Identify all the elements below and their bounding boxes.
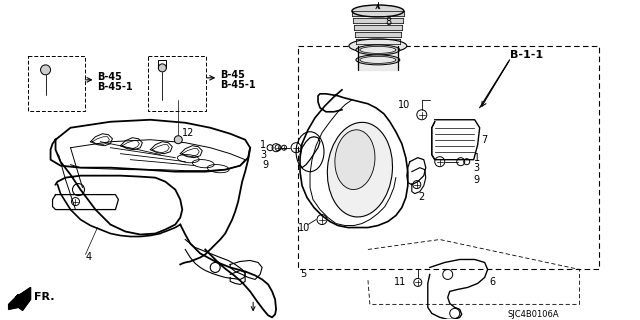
Text: 11: 11 <box>394 277 406 287</box>
Ellipse shape <box>352 5 404 17</box>
Text: 3: 3 <box>260 150 266 160</box>
Ellipse shape <box>356 45 400 55</box>
Text: 1: 1 <box>260 140 266 150</box>
Text: 3: 3 <box>474 163 480 173</box>
Circle shape <box>40 65 51 75</box>
Text: 12: 12 <box>182 128 195 138</box>
Polygon shape <box>8 287 31 310</box>
Ellipse shape <box>356 55 400 65</box>
Ellipse shape <box>360 56 396 63</box>
Circle shape <box>158 64 166 72</box>
Text: SJC4B0106A: SJC4B0106A <box>508 310 559 319</box>
Text: 10: 10 <box>298 222 310 233</box>
Ellipse shape <box>349 39 407 53</box>
Text: 4: 4 <box>85 252 92 262</box>
Text: 9: 9 <box>262 160 268 170</box>
Text: 1: 1 <box>474 153 480 163</box>
Text: 6: 6 <box>490 277 496 287</box>
Ellipse shape <box>327 122 392 217</box>
Ellipse shape <box>335 130 375 189</box>
Text: B-45: B-45 <box>97 72 122 82</box>
Text: B-45: B-45 <box>220 70 245 80</box>
Text: 9: 9 <box>474 175 480 185</box>
Text: 5: 5 <box>300 269 307 279</box>
Text: 7: 7 <box>482 135 488 145</box>
Text: B-1-1: B-1-1 <box>509 50 543 60</box>
Ellipse shape <box>360 46 396 53</box>
Circle shape <box>174 136 182 144</box>
Text: 8: 8 <box>386 17 392 27</box>
Text: FR.: FR. <box>33 292 54 302</box>
Text: B-45-1: B-45-1 <box>97 82 133 92</box>
Text: 2: 2 <box>418 192 424 202</box>
Text: B-45-1: B-45-1 <box>220 80 256 90</box>
Bar <box>158 60 166 68</box>
Text: 10: 10 <box>398 100 410 110</box>
